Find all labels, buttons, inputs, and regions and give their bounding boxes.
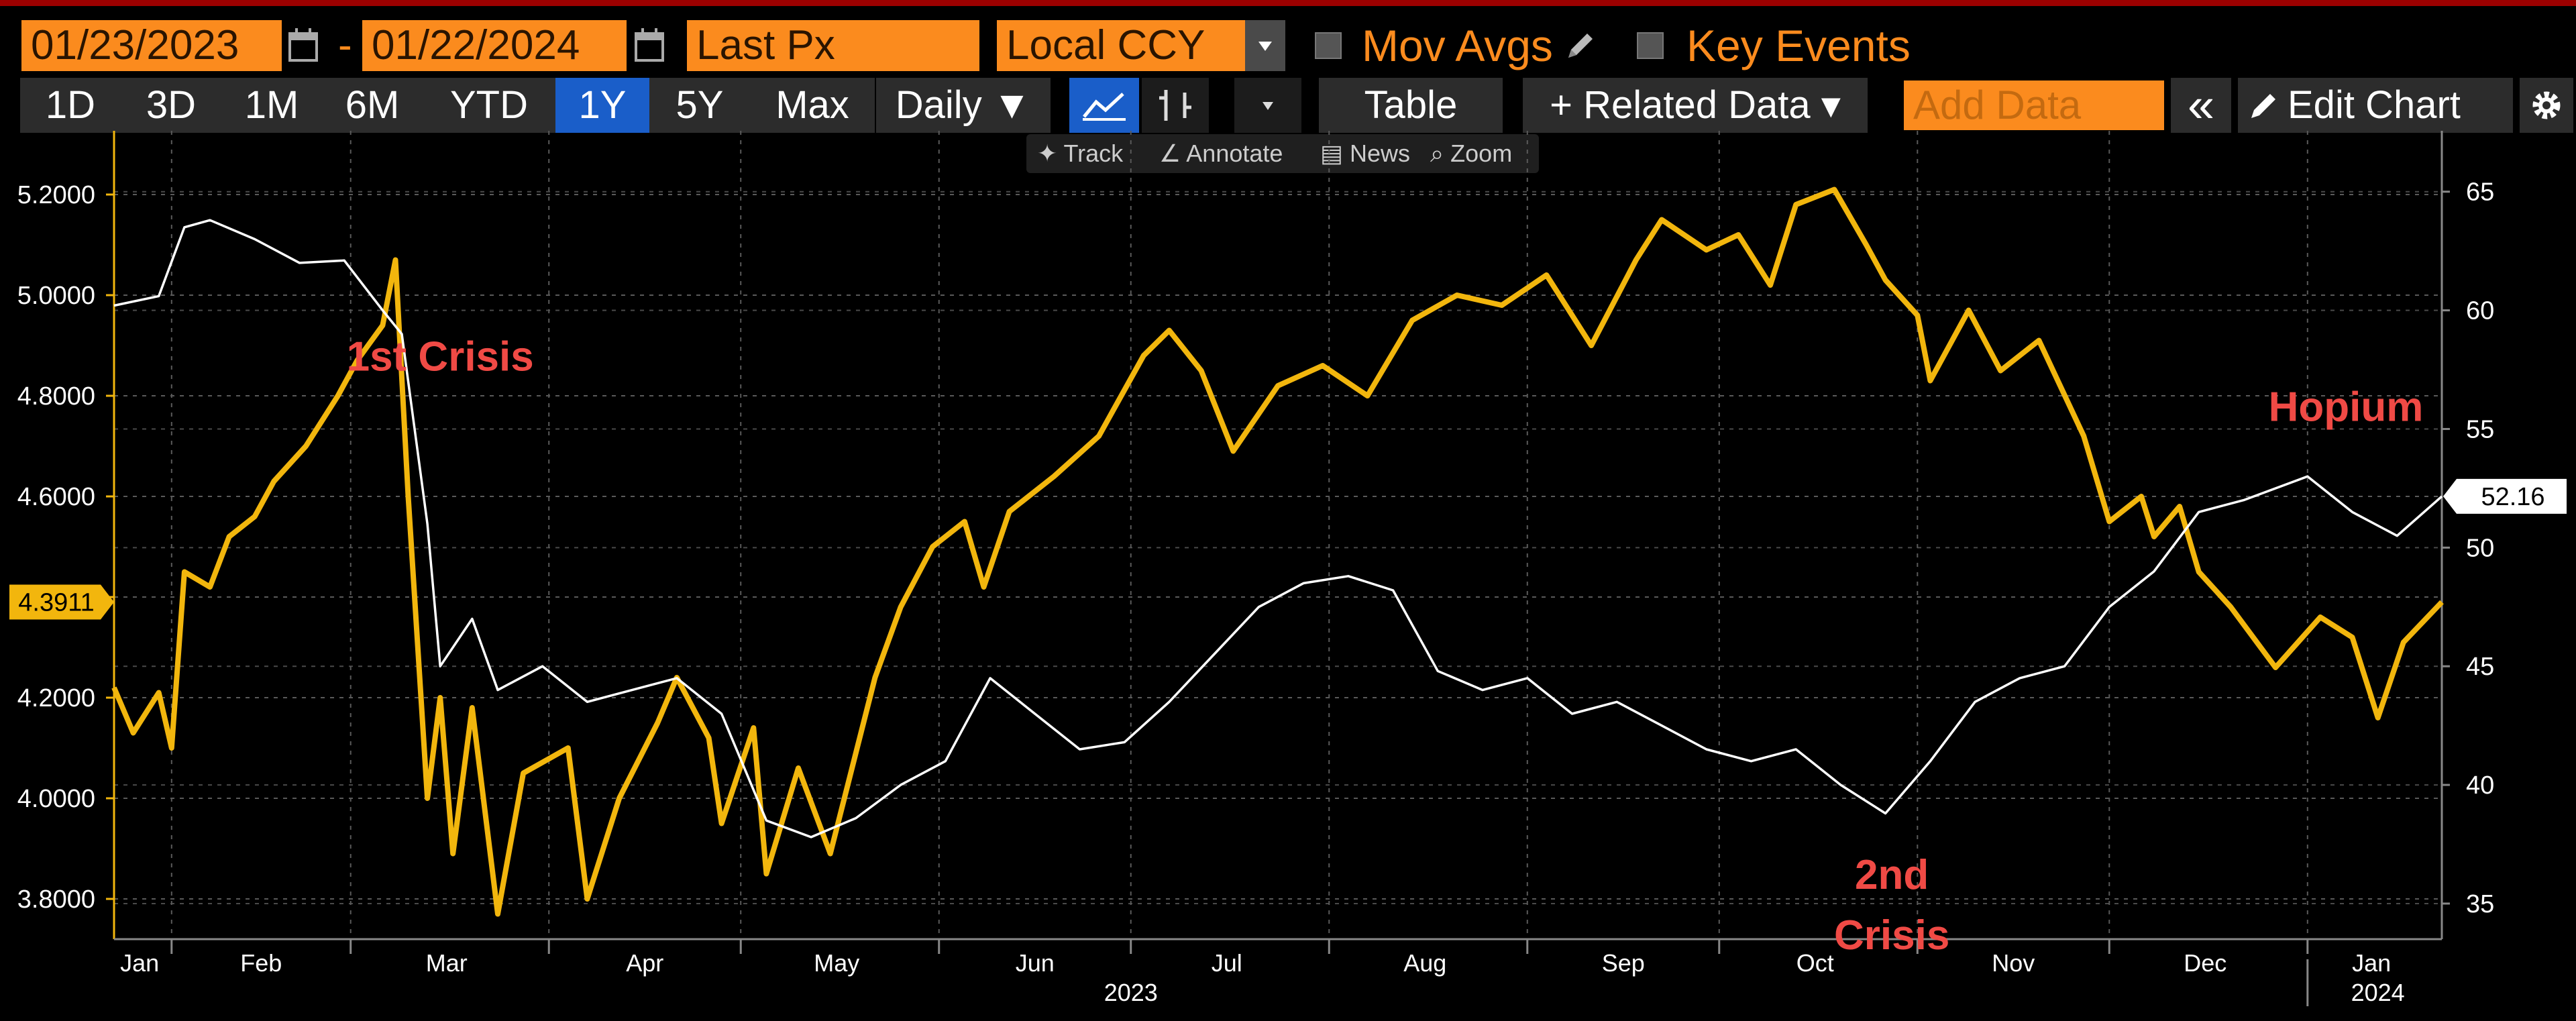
chevron-down-icon — [1263, 102, 1273, 110]
chevron-down-icon — [1258, 42, 1272, 51]
mov-avgs-checkbox[interactable] — [1315, 32, 1342, 59]
start-date-field[interactable]: 01/23/2023 — [21, 20, 282, 71]
frequency-dropdown[interactable]: Daily ▼ — [876, 78, 1051, 133]
key-events-checkbox[interactable] — [1637, 32, 1664, 59]
x-tick-label: Jul — [1212, 949, 1242, 977]
right-tick-label: 45 — [2466, 653, 2494, 681]
annotate-tool[interactable]: ∠ Annotate — [1159, 140, 1283, 167]
currency-dropdown-button[interactable] — [1245, 20, 1285, 71]
x-tick-label: Mar — [426, 949, 468, 977]
chart-grid — [114, 131, 2442, 939]
right-tick-label: 50 — [2466, 534, 2494, 562]
header-accent-line — [0, 0, 2576, 6]
pencil-icon[interactable] — [1563, 30, 1597, 63]
annotation-layer: 1st Crisis 2nd Crisis Hopium — [347, 334, 2424, 959]
end-date-field[interactable]: 01/22/2024 — [362, 20, 627, 71]
x-year-label: 2023 — [1104, 979, 1158, 1006]
annotation-label: Hopium — [2269, 384, 2424, 431]
line-chart-icon — [1083, 93, 1126, 121]
right-axis: 65 60 55 50 45 40 35 — [2440, 131, 2494, 939]
left-tick-label: 4.0000 — [17, 785, 95, 813]
chart-type-dropdown[interactable] — [1234, 78, 1301, 133]
left-tick-label: 5.2000 — [17, 181, 95, 209]
x-tick-label: Nov — [1992, 949, 2035, 977]
series-line-0[interactable] — [111, 186, 2444, 917]
right-tick-label: 35 — [2466, 890, 2494, 918]
left-tick-label: 3.8000 — [17, 885, 95, 914]
related-data-button[interactable]: + Related Data ▾ — [1523, 78, 1868, 133]
chart-tool-strip — [1026, 134, 1539, 173]
currency-select[interactable]: Local CCY — [997, 20, 1245, 71]
settings-button[interactable] — [2520, 78, 2573, 133]
edit-chart-label: Edit Chart — [2288, 83, 2461, 127]
range-button-3d[interactable]: 3D — [121, 78, 221, 133]
x-tick-label: Aug — [1403, 949, 1446, 977]
annotate-label: Annotate — [1186, 140, 1283, 167]
track-label: Track — [1063, 140, 1124, 167]
price-field-select[interactable]: Last Px — [687, 20, 979, 71]
x-tick-label: Dec — [2184, 949, 2226, 977]
x-tick-label: Apr — [626, 949, 663, 977]
x-year-label: 2024 — [2351, 979, 2405, 1006]
gear-icon — [2532, 91, 2561, 119]
table-button[interactable]: Table — [1319, 78, 1503, 133]
edit-chart-button[interactable]: Edit Chart — [2238, 78, 2513, 133]
key-events-label[interactable]: Key Events — [1686, 21, 1911, 70]
left-tick-label: 4.8000 — [17, 382, 95, 411]
x-tick-label: Jun — [1016, 949, 1055, 977]
right-tick-label: 55 — [2466, 415, 2494, 443]
last-value-badge-left — [9, 584, 114, 620]
end-calendar-icon[interactable] — [633, 27, 665, 64]
x-axis: Jan Feb Mar Apr May Jun Jul Aug Sep Oct Nov Dec Jan2… — [114, 938, 2442, 1006]
last-value-left: 4.3911 — [18, 589, 94, 617]
last-value-labels: 4.3911 52.16 — [9, 478, 2567, 620]
x-tick-label: Jan — [2352, 949, 2391, 977]
right-tick-label: 65 — [2466, 178, 2494, 207]
zoom-label: Zoom — [1450, 140, 1513, 167]
pencil-icon — [2251, 94, 2275, 118]
range-button-5y[interactable]: 5Y — [649, 78, 750, 133]
x-tick-label: Sep — [1602, 949, 1645, 977]
left-tick-label: 4.6000 — [17, 483, 95, 511]
left-axis: 5.20005.00004.80004.60004.40004.20004.00… — [17, 131, 115, 939]
annotation-label: Crisis — [1834, 912, 1949, 959]
range-button-ytd[interactable]: YTD — [423, 78, 555, 133]
right-tick-label: 40 — [2466, 771, 2494, 800]
date-separator: - — [338, 22, 352, 68]
range-button-1y[interactable]: 1Y — [555, 78, 649, 133]
series-layer — [111, 186, 2444, 917]
ohlc-bars-icon — [1159, 90, 1191, 121]
x-tick-label: Oct — [1796, 949, 1834, 977]
x-tick-label: Feb — [240, 949, 282, 977]
range-button-1d[interactable]: 1D — [20, 78, 121, 133]
zoom-tool[interactable]: ⌕ Zoom — [1430, 140, 1513, 167]
series-line-1[interactable] — [113, 219, 2443, 839]
left-tick-label: 4.2000 — [17, 684, 95, 712]
left-tick-label: 5.0000 — [17, 282, 95, 310]
annotation-label: 2nd — [1855, 852, 1929, 898]
range-button-max[interactable]: Max — [750, 78, 875, 133]
range-button-6m[interactable]: 6M — [322, 78, 423, 133]
x-tick-label: May — [814, 949, 859, 977]
mov-avgs-label[interactable]: Mov Avgs — [1362, 21, 1553, 70]
news-tool[interactable]: ▤ News — [1320, 140, 1411, 167]
bar-chart-button[interactable] — [1142, 78, 1209, 133]
line-chart-button[interactable] — [1069, 78, 1139, 133]
start-calendar-icon[interactable] — [287, 27, 319, 64]
last-value-badge-right — [2443, 478, 2567, 514]
add-data-input[interactable]: Add Data — [1904, 80, 2164, 130]
annotation-label: 1st Crisis — [347, 334, 534, 380]
right-tick-label: 60 — [2466, 297, 2494, 325]
collapse-panel-button[interactable]: « — [2171, 78, 2231, 133]
x-tick-label: Jan — [120, 949, 159, 977]
range-button-1m[interactable]: 1M — [221, 78, 322, 133]
track-tool[interactable]: ✦ Track — [1037, 140, 1124, 167]
news-label: News — [1350, 140, 1411, 167]
last-value-right: 52.16 — [2481, 483, 2544, 511]
